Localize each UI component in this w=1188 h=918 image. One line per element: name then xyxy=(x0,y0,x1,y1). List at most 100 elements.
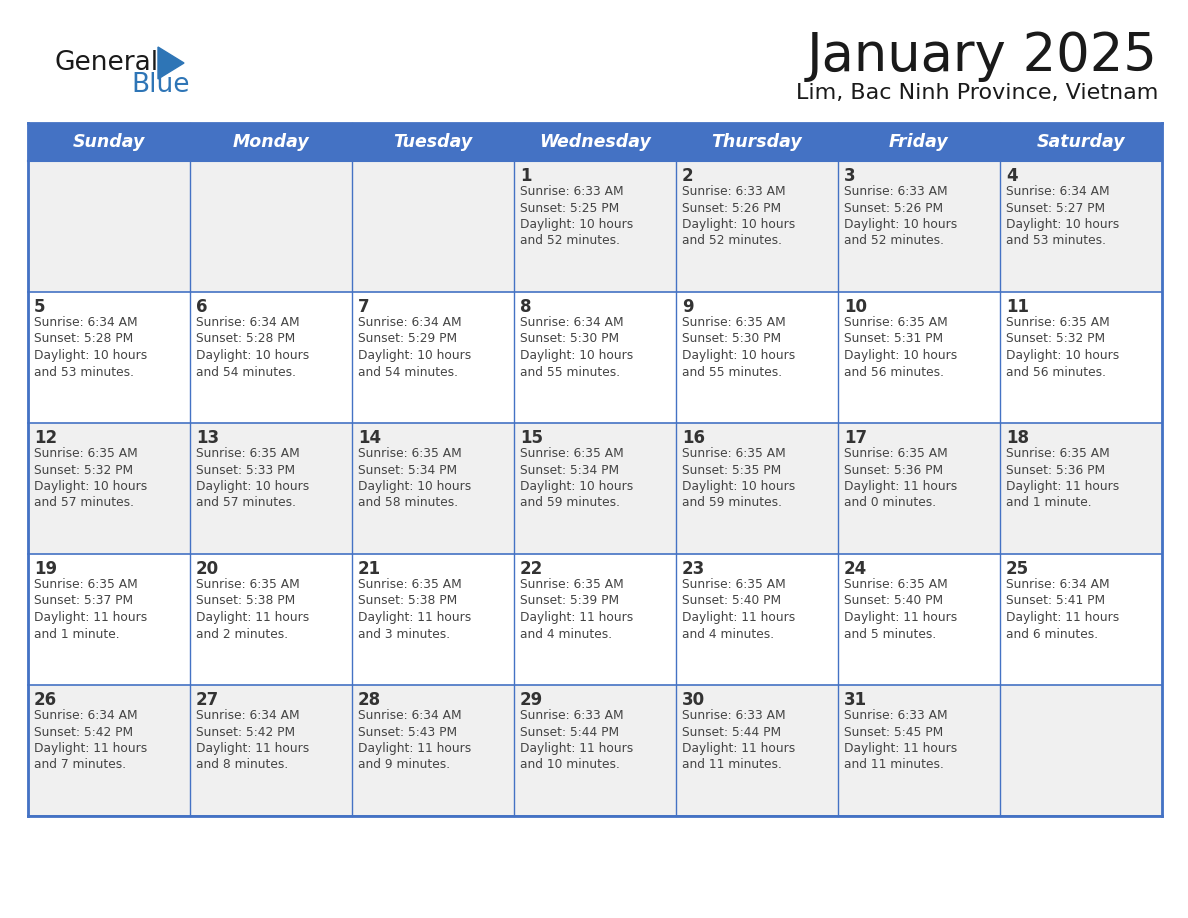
Text: and 52 minutes.: and 52 minutes. xyxy=(520,234,620,248)
Text: Sunset: 5:28 PM: Sunset: 5:28 PM xyxy=(34,332,133,345)
Text: Sunrise: 6:35 AM: Sunrise: 6:35 AM xyxy=(682,316,785,329)
Text: 24: 24 xyxy=(843,560,867,578)
Text: Sunrise: 6:34 AM: Sunrise: 6:34 AM xyxy=(1006,578,1110,591)
Text: Sunrise: 6:34 AM: Sunrise: 6:34 AM xyxy=(358,709,462,722)
Text: 16: 16 xyxy=(682,429,704,447)
Text: and 56 minutes.: and 56 minutes. xyxy=(1006,365,1106,378)
Text: Sunrise: 6:33 AM: Sunrise: 6:33 AM xyxy=(520,185,624,198)
Text: 30: 30 xyxy=(682,691,706,709)
Text: 1: 1 xyxy=(520,167,531,185)
Text: 29: 29 xyxy=(520,691,543,709)
Text: and 56 minutes.: and 56 minutes. xyxy=(843,365,944,378)
Text: Sunrise: 6:35 AM: Sunrise: 6:35 AM xyxy=(34,447,138,460)
Text: Sunset: 5:36 PM: Sunset: 5:36 PM xyxy=(843,464,943,476)
Text: Sunrise: 6:35 AM: Sunrise: 6:35 AM xyxy=(1006,316,1110,329)
Text: Monday: Monday xyxy=(233,133,309,151)
Text: Sunrise: 6:34 AM: Sunrise: 6:34 AM xyxy=(196,316,299,329)
Text: 11: 11 xyxy=(1006,298,1029,316)
Text: Sunset: 5:32 PM: Sunset: 5:32 PM xyxy=(34,464,133,476)
Text: Daylight: 11 hours: Daylight: 11 hours xyxy=(196,742,309,755)
Text: 14: 14 xyxy=(358,429,381,447)
Text: Sunset: 5:30 PM: Sunset: 5:30 PM xyxy=(520,332,619,345)
Text: Friday: Friday xyxy=(889,133,949,151)
Text: Daylight: 10 hours: Daylight: 10 hours xyxy=(682,349,795,362)
Text: and 11 minutes.: and 11 minutes. xyxy=(682,758,782,771)
Text: and 54 minutes.: and 54 minutes. xyxy=(196,365,296,378)
Text: Tuesday: Tuesday xyxy=(393,133,473,151)
Text: Daylight: 10 hours: Daylight: 10 hours xyxy=(520,480,633,493)
Text: and 4 minutes.: and 4 minutes. xyxy=(520,628,612,641)
Text: 8: 8 xyxy=(520,298,531,316)
Text: and 2 minutes.: and 2 minutes. xyxy=(196,628,289,641)
Text: and 55 minutes.: and 55 minutes. xyxy=(520,365,620,378)
Text: 27: 27 xyxy=(196,691,220,709)
Text: Daylight: 11 hours: Daylight: 11 hours xyxy=(34,611,147,624)
Text: Daylight: 10 hours: Daylight: 10 hours xyxy=(520,218,633,231)
Text: Sunset: 5:40 PM: Sunset: 5:40 PM xyxy=(843,595,943,608)
Text: Daylight: 11 hours: Daylight: 11 hours xyxy=(1006,611,1119,624)
Text: and 58 minutes.: and 58 minutes. xyxy=(358,497,459,509)
Text: and 53 minutes.: and 53 minutes. xyxy=(1006,234,1106,248)
Text: Sunset: 5:36 PM: Sunset: 5:36 PM xyxy=(1006,464,1105,476)
Text: Sunrise: 6:35 AM: Sunrise: 6:35 AM xyxy=(34,578,138,591)
Text: 22: 22 xyxy=(520,560,543,578)
Text: and 59 minutes.: and 59 minutes. xyxy=(520,497,620,509)
Text: Sunset: 5:44 PM: Sunset: 5:44 PM xyxy=(520,725,619,738)
Text: Sunset: 5:38 PM: Sunset: 5:38 PM xyxy=(196,595,296,608)
Text: Sunrise: 6:35 AM: Sunrise: 6:35 AM xyxy=(520,447,624,460)
Text: and 9 minutes.: and 9 minutes. xyxy=(358,758,450,771)
Text: 31: 31 xyxy=(843,691,867,709)
Text: 20: 20 xyxy=(196,560,219,578)
Text: Sunrise: 6:35 AM: Sunrise: 6:35 AM xyxy=(1006,447,1110,460)
Text: Sunset: 5:39 PM: Sunset: 5:39 PM xyxy=(520,595,619,608)
Text: Sunrise: 6:33 AM: Sunrise: 6:33 AM xyxy=(682,709,785,722)
Text: Saturday: Saturday xyxy=(1037,133,1125,151)
Text: Daylight: 11 hours: Daylight: 11 hours xyxy=(520,742,633,755)
Text: and 8 minutes.: and 8 minutes. xyxy=(196,758,289,771)
Text: Daylight: 10 hours: Daylight: 10 hours xyxy=(196,349,309,362)
Text: Sunrise: 6:35 AM: Sunrise: 6:35 AM xyxy=(843,447,948,460)
Bar xyxy=(29,685,1162,816)
Text: Daylight: 10 hours: Daylight: 10 hours xyxy=(843,218,958,231)
Text: Daylight: 10 hours: Daylight: 10 hours xyxy=(1006,218,1119,231)
Text: Sunset: 5:28 PM: Sunset: 5:28 PM xyxy=(196,332,296,345)
Text: Daylight: 11 hours: Daylight: 11 hours xyxy=(34,742,147,755)
Text: and 3 minutes.: and 3 minutes. xyxy=(358,628,450,641)
Text: Lim, Bac Ninh Province, Vietnam: Lim, Bac Ninh Province, Vietnam xyxy=(796,83,1158,103)
Text: Daylight: 10 hours: Daylight: 10 hours xyxy=(34,349,147,362)
Text: and 7 minutes.: and 7 minutes. xyxy=(34,758,126,771)
Text: Sunset: 5:35 PM: Sunset: 5:35 PM xyxy=(682,464,782,476)
Bar xyxy=(29,161,1162,292)
Text: 9: 9 xyxy=(682,298,694,316)
Bar xyxy=(29,123,1162,161)
Text: 10: 10 xyxy=(843,298,867,316)
Text: and 55 minutes.: and 55 minutes. xyxy=(682,365,782,378)
Text: Sunset: 5:43 PM: Sunset: 5:43 PM xyxy=(358,725,457,738)
Text: 3: 3 xyxy=(843,167,855,185)
Text: Daylight: 10 hours: Daylight: 10 hours xyxy=(358,349,472,362)
Text: Sunrise: 6:35 AM: Sunrise: 6:35 AM xyxy=(682,447,785,460)
Text: and 57 minutes.: and 57 minutes. xyxy=(34,497,134,509)
Text: Sunset: 5:25 PM: Sunset: 5:25 PM xyxy=(520,201,619,215)
Text: and 6 minutes.: and 6 minutes. xyxy=(1006,628,1098,641)
Text: Sunset: 5:30 PM: Sunset: 5:30 PM xyxy=(682,332,782,345)
Text: 19: 19 xyxy=(34,560,57,578)
Text: Daylight: 11 hours: Daylight: 11 hours xyxy=(843,611,958,624)
Text: 21: 21 xyxy=(358,560,381,578)
Text: Daylight: 10 hours: Daylight: 10 hours xyxy=(520,349,633,362)
Text: Sunrise: 6:35 AM: Sunrise: 6:35 AM xyxy=(520,578,624,591)
Text: Sunrise: 6:33 AM: Sunrise: 6:33 AM xyxy=(520,709,624,722)
Text: and 54 minutes.: and 54 minutes. xyxy=(358,365,459,378)
Text: 7: 7 xyxy=(358,298,369,316)
Text: Sunrise: 6:35 AM: Sunrise: 6:35 AM xyxy=(843,316,948,329)
Text: January 2025: January 2025 xyxy=(807,30,1158,82)
Text: Daylight: 11 hours: Daylight: 11 hours xyxy=(196,611,309,624)
Text: Wednesday: Wednesday xyxy=(539,133,651,151)
Text: Sunrise: 6:35 AM: Sunrise: 6:35 AM xyxy=(682,578,785,591)
Text: Daylight: 11 hours: Daylight: 11 hours xyxy=(682,742,795,755)
Text: Sunrise: 6:33 AM: Sunrise: 6:33 AM xyxy=(843,185,948,198)
Text: Daylight: 10 hours: Daylight: 10 hours xyxy=(34,480,147,493)
Text: and 52 minutes.: and 52 minutes. xyxy=(843,234,944,248)
Text: and 52 minutes.: and 52 minutes. xyxy=(682,234,782,248)
Text: Daylight: 11 hours: Daylight: 11 hours xyxy=(843,742,958,755)
